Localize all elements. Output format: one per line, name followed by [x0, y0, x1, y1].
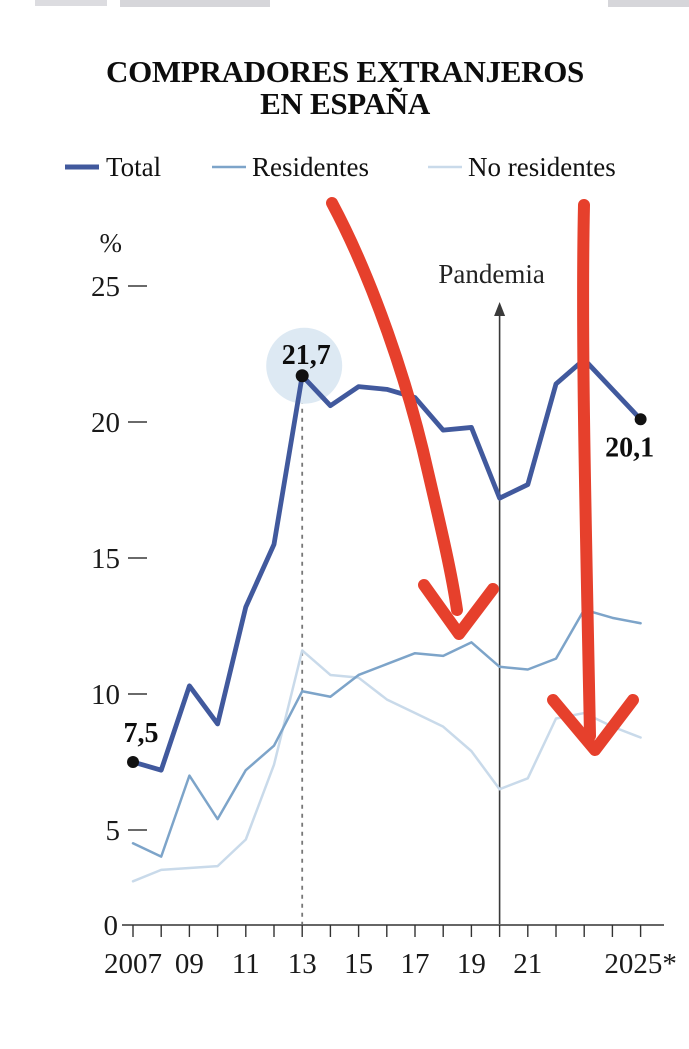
x-tick-label-2025: 2025*: [604, 948, 677, 980]
peak-value-dot: [295, 369, 309, 383]
series-line-residentes: [131, 608, 642, 858]
legend: Total Residentes No residentes: [65, 152, 616, 182]
legend-label-total: Total: [106, 152, 161, 182]
peak-value-label: 21,7: [282, 340, 331, 371]
red-arrow-2: [547, 199, 639, 756]
chart-title-line2: EN ESPAÑA: [260, 86, 431, 121]
red-arrow-1: [326, 197, 499, 640]
start-value-dot: [127, 756, 139, 768]
x-tick-label-2019: 19: [457, 948, 486, 980]
x-tick-label-2011: 11: [232, 948, 260, 980]
y-tick-label-25: 25: [91, 271, 120, 303]
cropped-text-remnant: [120, 0, 270, 7]
series-line-no-residentes: [131, 649, 642, 883]
y-tick-label-15: 15: [91, 543, 120, 575]
red-arrow-1-shaft: [326, 197, 463, 616]
red-arrow-2-shaft: [577, 199, 596, 742]
legend-label-residentes: Residentes: [252, 152, 369, 182]
red-arrow-1-head-icon: [418, 579, 499, 640]
red-arrow-2-head-icon: [547, 694, 639, 756]
x-tick-label-2007: 2007: [104, 948, 162, 980]
cropped-text-remnant: [608, 0, 689, 7]
y-axis-ticks: 0 5 10 15 20 25: [91, 271, 147, 942]
peak-halo: [266, 327, 343, 404]
y-axis-unit-label: %: [100, 228, 123, 258]
x-tick-label-2017: 17: [401, 948, 430, 980]
cropped-text-remnants: [35, 0, 689, 7]
pandemia-marker: Pandemia: [438, 259, 545, 924]
y-tick-label-20: 20: [91, 407, 120, 439]
x-tick-label-2013: 13: [288, 948, 317, 980]
y-tick-label-5: 5: [106, 815, 121, 847]
legend-label-no-residentes: No residentes: [468, 152, 616, 182]
y-tick-label-0: 0: [104, 910, 119, 942]
start-value-label: 7,5: [124, 718, 159, 749]
x-tick-label-2009: 09: [175, 948, 204, 980]
pandemia-arrowhead-icon: [494, 302, 506, 316]
end-value-dot: [634, 413, 647, 426]
end-value-label: 20,1: [605, 432, 654, 463]
cropped-text-remnant: [35, 0, 107, 6]
x-tick-label-2015: 15: [344, 948, 373, 980]
series-line-total: [130, 357, 643, 773]
x-axis-ticks: [132, 925, 642, 937]
y-tick-label-10: 10: [91, 679, 120, 711]
x-tick-label-2021: 21: [513, 948, 542, 980]
x-axis-labels: 2007 09 11 13 15 17 19 21 2025*: [104, 948, 677, 980]
chart-title-line1: COMPRADORES EXTRANJEROS: [106, 54, 584, 89]
pandemia-label: Pandemia: [438, 259, 544, 289]
